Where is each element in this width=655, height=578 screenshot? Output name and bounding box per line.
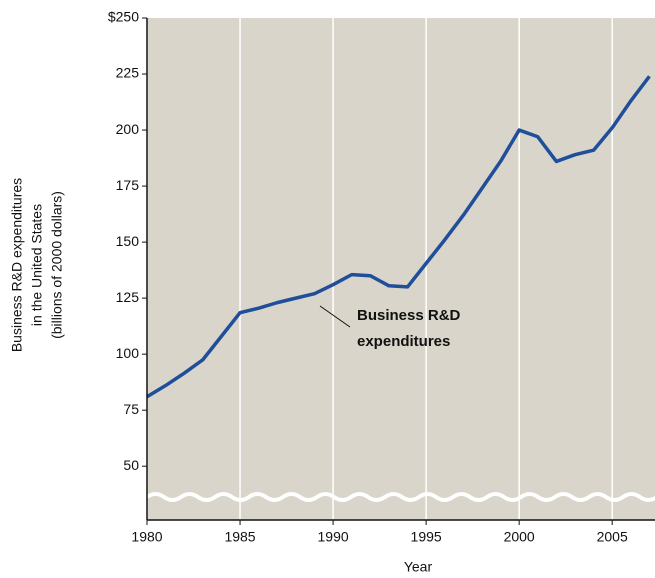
y-tick-label: 225 <box>116 65 140 81</box>
axis-break <box>145 492 655 502</box>
x-axis-label: Year <box>404 559 433 575</box>
y-axis-label: (billions of 2000 dollars) <box>49 191 65 339</box>
y-tick-label: 50 <box>123 457 139 473</box>
y-tick-label: 175 <box>116 177 140 193</box>
x-tick-label: 2005 <box>597 529 628 545</box>
y-tick-label: 100 <box>116 345 140 361</box>
y-axis-label: in the United States <box>29 204 45 326</box>
annotation: expenditures <box>357 333 450 350</box>
y-tick-label: 125 <box>116 289 140 305</box>
y-tick-label: 75 <box>123 401 139 417</box>
y-axis-label: Business R&D expenditures <box>9 178 25 352</box>
annotation: Business R&D <box>357 307 461 324</box>
x-tick-label: 1985 <box>224 529 255 545</box>
plot-area <box>147 18 655 520</box>
x-tick-label: 2000 <box>504 529 535 545</box>
y-tick-label: 150 <box>116 233 140 249</box>
data-line <box>146 75 651 399</box>
y-tick-label: $250 <box>108 9 139 25</box>
x-tick-label: 1995 <box>411 529 442 545</box>
x-tick-label: 1980 <box>131 529 162 545</box>
y-tick-label: 200 <box>116 121 140 137</box>
x-tick-label: 1990 <box>318 529 349 545</box>
annotation-pointer <box>319 305 351 328</box>
